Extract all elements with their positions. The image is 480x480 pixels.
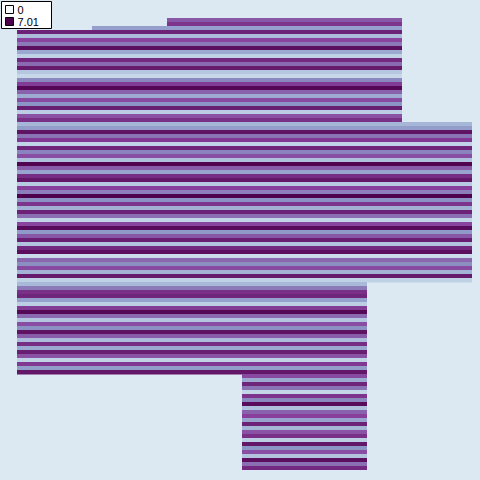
- svg-text:7.01: 7.01: [18, 16, 39, 28]
- svg-text:0: 0: [18, 4, 24, 16]
